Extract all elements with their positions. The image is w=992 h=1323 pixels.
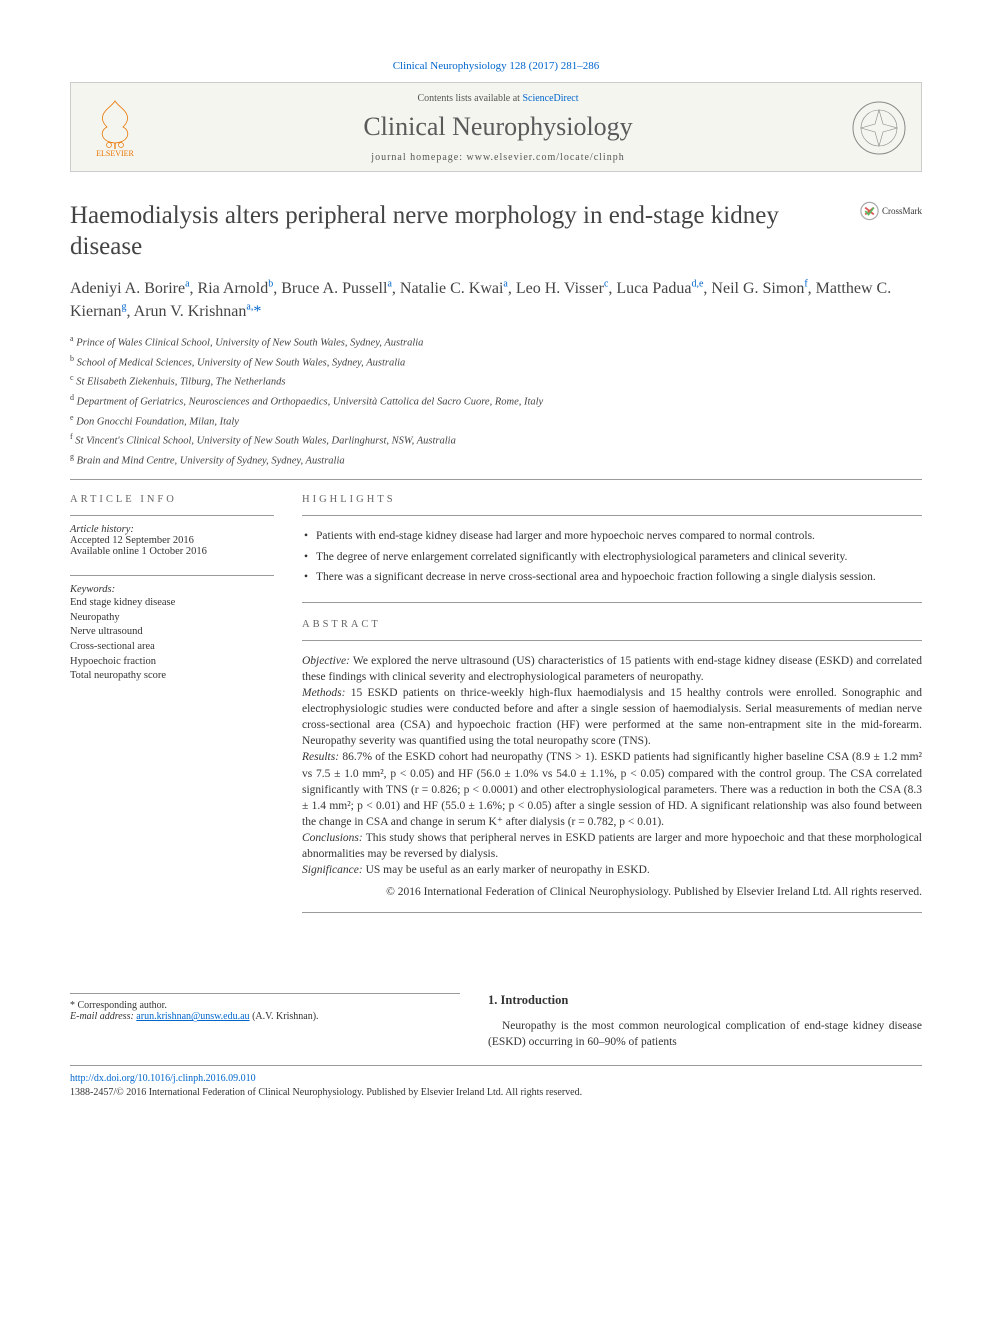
affiliation: d Department of Geriatrics, Neuroscience… xyxy=(70,392,922,410)
intro-heading: 1. Introduction xyxy=(488,993,922,1008)
keywords-list: End stage kidney diseaseNeuropathyNerve … xyxy=(70,596,274,684)
email-suffix: (A.V. Krishnan). xyxy=(250,1011,319,1022)
abstract-section: Conclusions: This study shows that perip… xyxy=(302,830,922,862)
abstract-section-label: Conclusions: xyxy=(302,832,363,844)
abstract-section: Methods: 15 ESKD patients on thrice-week… xyxy=(302,685,922,749)
highlights-list: Patients with end-stage kidney disease h… xyxy=(302,528,922,586)
author: Leo H. Visserc xyxy=(516,280,609,297)
homepage-line: journal homepage: www.elsevier.com/locat… xyxy=(145,152,851,163)
doi-link[interactable]: http://dx.doi.org/10.1016/j.clinph.2016.… xyxy=(70,1073,256,1084)
author: Neil G. Simonf xyxy=(711,280,807,297)
article-info-label: ARTICLE INFO xyxy=(70,494,274,505)
affiliations-block: a Prince of Wales Clinical School, Unive… xyxy=(70,333,922,469)
abstract-section: Significance: US may be useful as an ear… xyxy=(302,862,922,878)
page: Clinical Neurophysiology 128 (2017) 281–… xyxy=(0,0,992,1130)
highlight-item: There was a significant decrease in nerv… xyxy=(302,569,922,586)
two-column-layout: ARTICLE INFO Article history: Accepted 1… xyxy=(70,494,922,913)
author-aff-marker: f xyxy=(804,278,807,289)
abstract-section-label: Methods: xyxy=(302,687,345,699)
keywords-label: Keywords: xyxy=(70,584,274,595)
elsevier-label: ELSEVIER xyxy=(96,149,134,158)
abstract-section: Objective: We explored the nerve ultraso… xyxy=(302,653,922,685)
sciencedirect-link[interactable]: ScienceDirect xyxy=(522,93,578,104)
abstract-label: ABSTRACT xyxy=(302,619,922,630)
elsevier-logo: ELSEVIER xyxy=(85,93,145,163)
abstract-copyright: © 2016 International Federation of Clini… xyxy=(302,884,922,900)
affiliation: c St Elisabeth Ziekenhuis, Tilburg, The … xyxy=(70,372,922,390)
keyword: Total neuropathy score xyxy=(70,669,274,684)
history-block: Article history: Accepted 12 September 2… xyxy=(70,524,274,557)
journal-header: ELSEVIER Contents lists available at Sci… xyxy=(70,82,922,172)
highlight-item: Patients with end-stage kidney disease h… xyxy=(302,528,922,545)
abstract-section-label: Significance: xyxy=(302,864,363,876)
crossmark-icon xyxy=(860,200,879,222)
contents-prefix: Contents lists available at xyxy=(417,93,522,104)
intro-paragraph: Neuropathy is the most common neurologic… xyxy=(488,1018,922,1050)
intro-column: 1. Introduction Neuropathy is the most c… xyxy=(488,993,922,1050)
homepage-url[interactable]: www.elsevier.com/locate/clinph xyxy=(467,152,625,163)
corr-note: * Corresponding author. E-mail address: … xyxy=(70,993,460,1022)
divider xyxy=(70,479,922,480)
abstract-body: Objective: We explored the nerve ultraso… xyxy=(302,653,922,878)
abstract-section: Results: 86.7% of the ESKD cohort had ne… xyxy=(302,749,922,829)
keyword: Neuropathy xyxy=(70,611,274,626)
author-aff-marker: c xyxy=(604,278,608,289)
affiliation: f St Vincent's Clinical School, Universi… xyxy=(70,431,922,449)
journal-cover-icon xyxy=(851,100,907,156)
header-center: Contents lists available at ScienceDirec… xyxy=(145,93,851,163)
author: Adeniyi A. Borirea xyxy=(70,280,190,297)
corr-email-link[interactable]: arun.krishnan@unsw.edu.au xyxy=(136,1011,249,1022)
author-aff-marker: a xyxy=(185,278,189,289)
crossmark-label: CrossMark xyxy=(882,206,922,216)
author-aff-marker: g xyxy=(122,301,127,312)
affiliation: e Don Gnocchi Foundation, Milan, Italy xyxy=(70,412,922,430)
online-date: Available online 1 October 2016 xyxy=(70,546,274,557)
journal-name: Clinical Neurophysiology xyxy=(145,112,851,142)
author: Luca Paduad,e xyxy=(616,280,703,297)
author: Ria Arnoldb xyxy=(198,280,274,297)
highlights-box: Patients with end-stage kidney disease h… xyxy=(302,515,922,603)
keyword: End stage kidney disease xyxy=(70,596,274,611)
email-label: E-mail address: xyxy=(70,1011,136,1022)
contents-line: Contents lists available at ScienceDirec… xyxy=(145,93,851,104)
homepage-prefix: journal homepage: xyxy=(371,152,466,163)
corr-email-line: E-mail address: arun.krishnan@unsw.edu.a… xyxy=(70,1011,460,1022)
affiliation: g Brain and Mind Centre, University of S… xyxy=(70,451,922,469)
keyword: Nerve ultrasound xyxy=(70,625,274,640)
affiliation: b School of Medical Sciences, University… xyxy=(70,353,922,371)
article-title: Haemodialysis alters peripheral nerve mo… xyxy=(70,200,850,263)
accepted-date: Accepted 12 September 2016 xyxy=(70,535,274,546)
author-aff-marker: b xyxy=(268,278,273,289)
divider xyxy=(70,575,274,576)
keyword: Hypoechoic fraction xyxy=(70,655,274,670)
highlights-label: HIGHLIGHTS xyxy=(302,494,922,505)
issn-copyright: 1388-2457/© 2016 International Federatio… xyxy=(70,1087,582,1098)
corr-star-line: * Corresponding author. xyxy=(70,1000,460,1011)
keyword: Cross-sectional area xyxy=(70,640,274,655)
highlight-item: The degree of nerve enlargement correlat… xyxy=(302,549,922,566)
page-footer: http://dx.doi.org/10.1016/j.clinph.2016.… xyxy=(70,1065,922,1100)
authors-line: Adeniyi A. Borirea, Ria Arnoldb, Bruce A… xyxy=(70,277,922,323)
article-info-column: ARTICLE INFO Article history: Accepted 1… xyxy=(70,494,274,913)
elsevier-tree-icon xyxy=(93,99,137,149)
title-row: Haemodialysis alters peripheral nerve mo… xyxy=(70,200,922,263)
author: Bruce A. Pussella xyxy=(281,280,392,297)
abstract-section-label: Results: xyxy=(302,751,339,763)
divider xyxy=(70,515,274,516)
abstract-box: Objective: We explored the nerve ultraso… xyxy=(302,640,922,913)
author: Natalie C. Kwaia xyxy=(400,280,508,297)
author-aff-marker: a xyxy=(387,278,391,289)
affiliation: a Prince of Wales Clinical School, Unive… xyxy=(70,333,922,351)
citation-line: Clinical Neurophysiology 128 (2017) 281–… xyxy=(70,60,922,72)
crossmark-badge[interactable]: CrossMark xyxy=(860,200,922,222)
abstract-section-label: Objective: xyxy=(302,655,350,667)
corresponding-block: * Corresponding author. E-mail address: … xyxy=(70,993,460,1050)
history-label: Article history: xyxy=(70,524,274,535)
intro-row: * Corresponding author. E-mail address: … xyxy=(70,993,922,1050)
right-column: HIGHLIGHTS Patients with end-stage kidne… xyxy=(302,494,922,913)
author-aff-marker: a xyxy=(503,278,507,289)
author: Arun V. Krishnana,* xyxy=(134,303,262,320)
author-aff-marker: d,e xyxy=(691,278,703,289)
